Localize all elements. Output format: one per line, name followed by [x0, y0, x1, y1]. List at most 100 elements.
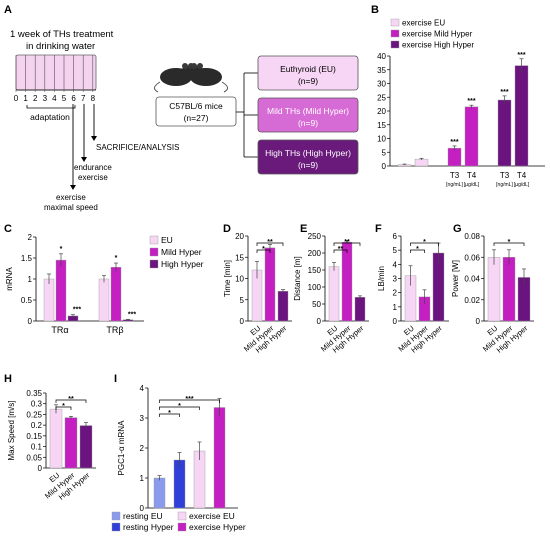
significance-bracket [493, 242, 525, 246]
significance-bracket [55, 406, 72, 410]
y-tick-label: 0 [38, 464, 43, 473]
legend-label: resting EU [123, 511, 163, 521]
bar [328, 266, 340, 322]
y-tick-label: 0.06 [464, 253, 480, 262]
y-tick-label: 20 [377, 107, 386, 116]
bar [79, 425, 93, 469]
y-tick-label: 250 [308, 232, 322, 241]
significance-bracket [159, 399, 220, 403]
bar [153, 477, 166, 509]
significance-bracket [159, 413, 180, 417]
timeline-day: 8 [91, 94, 96, 103]
significance-bracket [333, 242, 361, 246]
y-tick-label: 0.5 [21, 296, 33, 305]
panel-a: A 1 week of THs treatment in drinking wa… [4, 4, 359, 212]
y-tick-label: 35 [377, 66, 386, 75]
bar [55, 259, 67, 322]
legend-label: exercise EU [402, 19, 445, 28]
y-tick-label: 0.02 [464, 296, 480, 305]
y-tick-label: 0.04 [464, 275, 480, 284]
mice-label: C57BL/6 mice [169, 101, 223, 111]
y-tick-label: 0.25 [26, 410, 42, 419]
timeline-day: 5 [62, 94, 67, 103]
unit-label: [µg/dL] [464, 182, 480, 188]
sacrifice-label: SACRIFICE/ANALYSIS [96, 143, 179, 152]
y-tick-label: 200 [308, 249, 322, 258]
group-eu-name: Euthyroid (EU) [280, 64, 336, 74]
group-eu-n: (n=9) [298, 76, 318, 86]
star-label: *** [73, 307, 81, 314]
y-tick-label: 6 [393, 232, 398, 241]
legend-label: resting Hyper [123, 522, 174, 532]
significance-label: ** [344, 239, 350, 246]
legend-swatch [111, 511, 121, 521]
y-tick-label: 0 [28, 317, 33, 326]
bar-label: T4 [517, 171, 527, 180]
star-label: *** [128, 311, 136, 318]
bar [98, 278, 110, 322]
panel-label-g: G [453, 223, 462, 235]
group-mild-name: Mild THs (Mild Hyper) [267, 106, 349, 116]
y-tick-label: 4 [393, 260, 398, 269]
significance-label: *** [185, 396, 193, 403]
panel-label-d: D [223, 223, 231, 235]
significance-label: * [416, 246, 419, 253]
y-tick-label: 0.05 [26, 453, 42, 462]
star-label: *** [517, 52, 525, 59]
y-tick-label: 150 [308, 266, 322, 275]
y-tick-label: 1 [393, 303, 398, 312]
bar [447, 147, 462, 167]
timeline-day: 2 [33, 94, 38, 103]
bar [497, 99, 512, 167]
star-label: *** [467, 98, 475, 105]
group-high-name: High THs (High Hyper) [265, 148, 351, 158]
bar-label: T3 [450, 171, 460, 180]
legend-swatch [149, 259, 159, 269]
maxspeed-label-2: maximal speed [44, 203, 98, 212]
legend-label: High Hyper [161, 259, 204, 269]
y-tick-label: 0.15 [26, 432, 42, 441]
y-tick-label: 50 [312, 300, 321, 309]
timeline-day: 0 [14, 94, 19, 103]
star-label: *** [500, 89, 508, 96]
significance-label: ** [338, 246, 344, 253]
significance-bracket [410, 242, 439, 246]
significance-bracket [256, 242, 284, 246]
unit-label: [ng/mL] [446, 182, 463, 188]
panel-label-i: I [114, 373, 117, 385]
y-tick-label: 0.3 [31, 400, 43, 409]
significance-bracket [410, 249, 425, 253]
y-tick-label: 15 [235, 253, 244, 262]
bar [64, 417, 78, 469]
significance-label: * [62, 403, 65, 410]
chart-b-hormones: 0 5 10 15 20 25 30 35 40 exercise EU exercise Mild… [377, 19, 545, 188]
legend-label: exercise High Hyper [402, 41, 474, 50]
bar [487, 257, 501, 322]
significance-bracket [333, 249, 348, 253]
y-tick-label: 0 [240, 317, 245, 326]
maxspeed-label-1: exercise [56, 193, 86, 202]
bar-label: T4 [467, 171, 477, 180]
chart-h-maxspeed: 0 0.050.1 0.15 0.2 0.250.3 0.35 Max Speed [m/s… [7, 389, 96, 502]
y-tick-label: 0 [317, 317, 322, 326]
y-tick-label: 5 [382, 148, 387, 157]
y-tick-label: 0 [476, 317, 481, 326]
legend-label: exercise Hyper [189, 522, 246, 532]
sacrifice-arrowhead [91, 136, 97, 141]
significance-label: * [168, 410, 171, 417]
y-tick-label: 3 [393, 275, 398, 284]
y-tick-label: 2 [393, 289, 398, 298]
y-tick-label: 100 [308, 283, 322, 292]
timeline-day: 6 [71, 94, 76, 103]
y-tick-label: 10 [377, 135, 386, 144]
y-tick-label: 4 [140, 384, 145, 393]
y-tick-label: 2 [28, 233, 33, 242]
y-tick-label: 1 [28, 275, 33, 284]
y-tick-label: 1 [140, 474, 145, 483]
significance-bracket [55, 399, 87, 403]
